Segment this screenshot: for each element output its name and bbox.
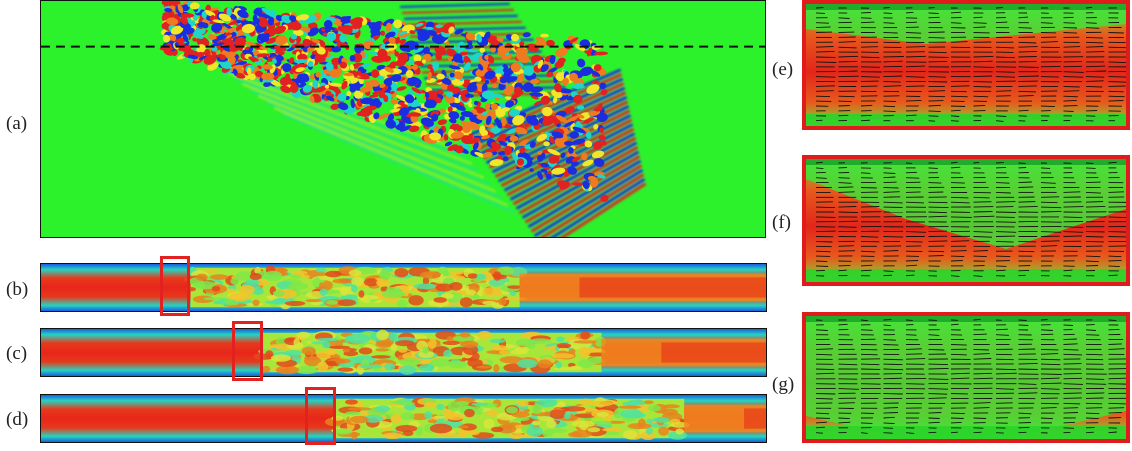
- velocity-field-c: [41, 329, 766, 376]
- panel-a-vorticity-field: [40, 0, 766, 238]
- vorticity-field-image: [41, 1, 765, 237]
- panel-b-streamwise-velocity: [40, 263, 767, 312]
- panel-c-streamwise-velocity: [40, 328, 767, 377]
- velocity-field-b: [41, 264, 766, 311]
- label-d: (d): [6, 409, 29, 430]
- highlight-box-d: [305, 387, 336, 445]
- label-b: (b): [6, 279, 29, 300]
- panel-f-zoom-vectors: [802, 155, 1130, 286]
- velocity-field-d: [41, 395, 766, 442]
- highlight-box-b: [160, 256, 190, 316]
- panel-g-zoom-vectors: [802, 312, 1130, 443]
- label-e: (e): [772, 59, 794, 80]
- vector-field-e: [806, 4, 1126, 126]
- label-f: (f): [772, 212, 791, 233]
- panel-d-streamwise-velocity: [40, 394, 767, 443]
- vector-field-g: [806, 316, 1126, 439]
- label-c: (c): [6, 343, 28, 364]
- label-g: (g): [772, 374, 795, 395]
- panel-e-zoom-vectors: [802, 0, 1130, 130]
- vector-field-f: [806, 159, 1126, 282]
- label-a: (a): [6, 113, 28, 134]
- highlight-box-c: [232, 321, 263, 381]
